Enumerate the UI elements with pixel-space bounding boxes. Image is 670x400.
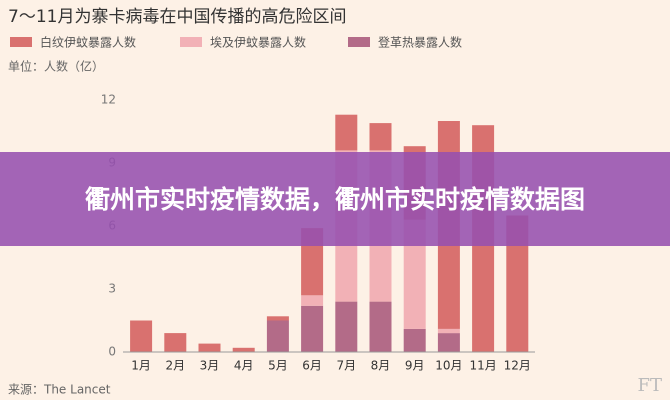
- x-tick-label: 7月: [336, 359, 356, 373]
- x-tick-label: 12月: [504, 359, 531, 373]
- x-tick-label: 6月: [302, 359, 322, 373]
- bar-segment: [266, 316, 289, 321]
- y-tick-label: 12: [101, 93, 116, 107]
- watermark: FT: [638, 375, 663, 396]
- legend-swatch: [348, 37, 370, 47]
- bar-segment: [164, 333, 187, 352]
- x-tick-label: 11月: [469, 359, 496, 373]
- bar-segment: [198, 343, 221, 352]
- bar-segment: [130, 320, 153, 352]
- banner-text: 衢州市实时疫情数据，衢州市实时疫情数据图: [84, 184, 585, 214]
- bar-segment: [403, 328, 426, 352]
- bar-segment: [506, 215, 529, 352]
- x-tick-label: 2月: [165, 359, 185, 373]
- legend-label: 登革热暴露人数: [378, 35, 462, 50]
- bar-segment: [403, 219, 426, 329]
- bar-segment: [437, 333, 460, 352]
- banner: 衢州市实时疫情数据，衢州市实时疫情数据图: [0, 152, 670, 246]
- x-tick-label: 10月: [435, 359, 462, 373]
- bar-segment: [232, 347, 255, 352]
- bar-segment: [266, 320, 289, 352]
- x-tick-label: 5月: [268, 359, 288, 373]
- chart-title: 7～11月为寨卡病毒在中国传播的高危险区间: [8, 7, 346, 27]
- legend-label: 埃及伊蚊暴露人数: [210, 35, 306, 50]
- x-tick-label: 9月: [405, 359, 425, 373]
- bar-segment: [335, 301, 358, 352]
- y-tick-label: 3: [108, 282, 116, 296]
- legend-label: 白纹伊蚊暴露人数: [40, 35, 136, 50]
- x-tick-label: 8月: [371, 359, 391, 373]
- bar-segment: [437, 328, 460, 334]
- bar-segment: [301, 305, 324, 352]
- x-tick-label: 4月: [234, 359, 254, 373]
- legend-swatch: [10, 37, 32, 47]
- y-tick-label: 0: [108, 345, 116, 359]
- bar-segment: [301, 295, 324, 306]
- unit-label: 单位：人数（亿）: [8, 59, 104, 74]
- source: 来源：The Lancet: [8, 383, 111, 397]
- legend-swatch: [180, 37, 202, 47]
- bar-segment: [369, 123, 392, 151]
- x-tick-label: 3月: [200, 359, 220, 373]
- bar-segment: [335, 114, 358, 151]
- x-tick-label: 1月: [131, 359, 151, 373]
- bar-segment: [369, 301, 392, 352]
